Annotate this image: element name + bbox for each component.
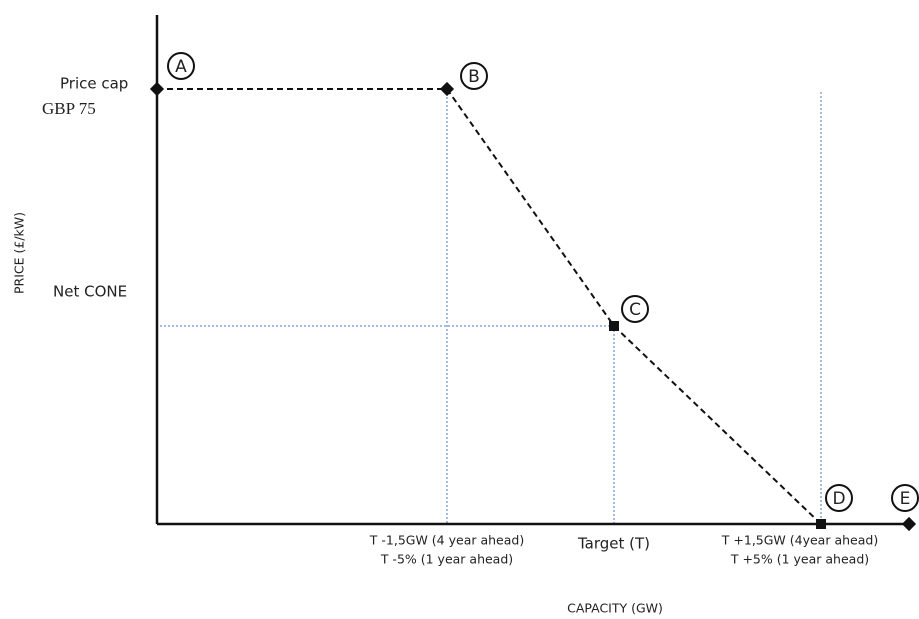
point-badge (825, 484, 853, 512)
y-label: Net CONE (53, 283, 127, 301)
point-badge (460, 62, 488, 90)
point-label: E (900, 489, 911, 509)
point-label: A (175, 57, 187, 77)
point-label: D (832, 489, 845, 509)
point-badge (891, 484, 919, 512)
x-label: T +1,5GW (4year ahead) (721, 533, 878, 548)
point-marker (609, 321, 619, 331)
y-label: GBP 75 (42, 99, 96, 118)
point-marker (901, 516, 917, 532)
y-axis-title: PRICE (£/kW) (12, 212, 27, 294)
point-badge (167, 52, 195, 80)
x-label: Target (T) (577, 535, 650, 553)
x-label: T -1,5GW (4 year ahead) (369, 533, 524, 548)
point-marker (149, 81, 165, 97)
x-label: T -5% (1 year ahead) (380, 552, 513, 567)
point-marker (439, 81, 455, 97)
curve (446, 88, 822, 525)
x-label: T +5% (1 year ahead) (730, 552, 869, 567)
point-badge (621, 295, 649, 323)
point-marker (816, 519, 826, 529)
point-label: C (629, 300, 641, 320)
point-label: B (468, 67, 480, 87)
x-axis-title: CAPACITY (GW) (567, 601, 663, 616)
y-label: Price cap (60, 75, 128, 93)
